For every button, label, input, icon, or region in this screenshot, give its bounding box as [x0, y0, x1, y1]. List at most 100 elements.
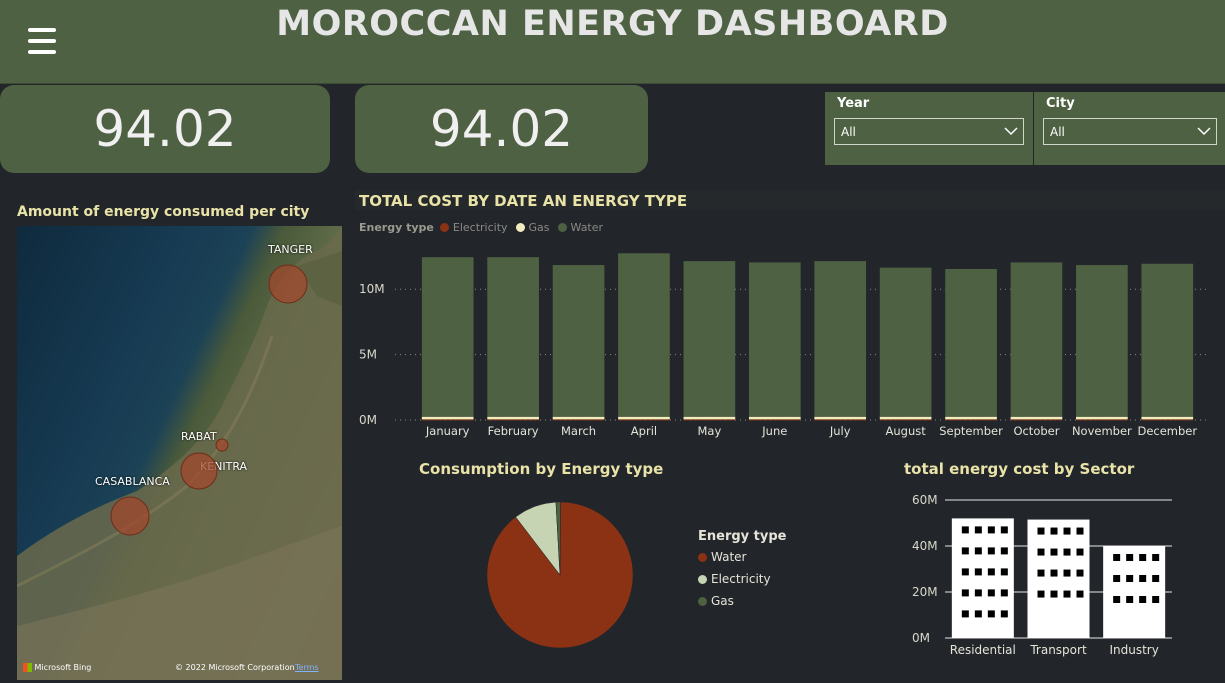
bar-gas[interactable] — [1141, 416, 1194, 420]
cost-bar-chart[interactable]: 0M 5M 10M January February March April May June J… — [355, 240, 1225, 450]
sector-bar-residential[interactable] — [951, 518, 1014, 638]
energy-map[interactable]: TANGER RABAT KENITRA CASABLANCA Microsof… — [17, 226, 342, 680]
bar-water[interactable] — [618, 253, 670, 417]
map-terrain — [17, 226, 342, 680]
y-tick-label: 10M — [359, 282, 385, 296]
bar-water[interactable] — [421, 257, 474, 417]
bar-gas[interactable] — [1076, 416, 1128, 420]
bar-gas[interactable] — [879, 416, 932, 420]
pie-legend-item-gas[interactable]: Gas — [698, 594, 786, 608]
window-icon — [1000, 526, 1008, 534]
consumption-pie-chart[interactable] — [480, 495, 640, 655]
kpi-card-2: 94.02 — [355, 85, 648, 173]
pie-legend-item-water[interactable]: Water — [698, 550, 786, 564]
bar-water[interactable] — [945, 268, 997, 417]
windows-logo-icon — [23, 663, 32, 672]
window-icon — [1076, 590, 1084, 598]
window-icon — [974, 526, 982, 534]
legend-electricity-dot — [698, 574, 707, 584]
bubble-rabat[interactable] — [215, 438, 229, 452]
bar-electricity[interactable] — [748, 419, 801, 421]
city-label-casablanca: CASABLANCA — [95, 475, 170, 488]
bar-electricity[interactable] — [618, 419, 670, 421]
building-bar[interactable] — [1103, 546, 1166, 638]
x-tick-label: March — [561, 424, 596, 438]
pie-legend-title: Energy type — [698, 529, 787, 544]
window-icon — [974, 547, 982, 555]
year-dropdown-value: All — [841, 125, 856, 139]
window-icon — [1050, 527, 1058, 535]
x-tick-label: January — [425, 424, 470, 438]
y-tick-label: 0M — [912, 631, 930, 645]
dashboard-title: MOROCCAN ENERGY DASHBOARD — [276, 4, 949, 44]
bar-electricity[interactable] — [879, 419, 932, 421]
bar-electricity[interactable] — [1076, 419, 1128, 421]
bar-water[interactable] — [487, 257, 539, 417]
bar-gas[interactable] — [552, 416, 605, 420]
bar-gas[interactable] — [487, 416, 539, 420]
bar-gas[interactable] — [748, 416, 801, 420]
pie-slice-gas[interactable] — [555, 501, 561, 576]
bubble-tanger[interactable] — [268, 264, 308, 304]
sector-chart-title: total energy cost by Sector — [904, 460, 1135, 478]
window-icon — [987, 589, 995, 597]
sector-bar-transport[interactable] — [1027, 519, 1090, 638]
bar-electricity[interactable] — [1141, 419, 1194, 421]
bar-water[interactable] — [1141, 263, 1194, 417]
bar-electricity[interactable] — [683, 419, 736, 421]
y-tick-label: 60M — [912, 493, 938, 507]
window-icon — [1037, 527, 1045, 535]
bar-electricity[interactable] — [814, 419, 867, 421]
bar-gas[interactable] — [945, 416, 997, 420]
window-icon — [1152, 554, 1160, 561]
x-tick-label: October — [1013, 424, 1059, 438]
x-tick-label: September — [939, 424, 1003, 438]
bubble-kenitra[interactable] — [180, 452, 218, 490]
city-dropdown[interactable]: All — [1043, 118, 1217, 145]
map-terms-link[interactable]: Terms — [295, 663, 319, 672]
bar-gas[interactable] — [421, 416, 474, 420]
bar-electricity[interactable] — [1010, 419, 1063, 421]
window-icon — [1076, 527, 1084, 535]
legend-electricity-dot — [439, 223, 449, 232]
legend-gas[interactable]: Gas — [528, 221, 550, 234]
sector-bar-industry[interactable] — [1103, 546, 1166, 638]
bubble-casablanca[interactable] — [110, 496, 150, 536]
bar-electricity[interactable] — [421, 419, 474, 421]
year-dropdown[interactable]: All — [834, 118, 1024, 145]
building-bar[interactable] — [951, 518, 1014, 638]
legend-electricity[interactable]: Electricity — [452, 221, 508, 234]
bar-gas[interactable] — [683, 416, 736, 420]
pie-legend: Energy type Water Electricity Gas — [698, 529, 786, 616]
bar-electricity[interactable] — [945, 419, 997, 421]
bar-water[interactable] — [683, 261, 736, 417]
bar-water[interactable] — [814, 261, 867, 417]
window-icon — [1152, 575, 1160, 582]
hamburger-menu-icon[interactable] — [28, 28, 56, 56]
bar-water[interactable] — [1010, 262, 1063, 417]
bar-water[interactable] — [1076, 265, 1128, 417]
kpi-card-1: 94.02 — [0, 85, 330, 173]
city-slicer: City All — [1034, 92, 1225, 165]
x-tick-label: December — [1137, 424, 1197, 438]
legend-gas-dot — [515, 223, 525, 232]
bar-water[interactable] — [748, 262, 801, 417]
pie-legend-item-electricity[interactable]: Electricity — [698, 572, 786, 586]
bar-gas[interactable] — [618, 416, 670, 420]
bar-water[interactable] — [552, 265, 605, 417]
bar-electricity[interactable] — [487, 419, 539, 421]
bar-gas[interactable] — [1010, 416, 1063, 420]
bar-electricity[interactable] — [552, 419, 605, 421]
cost-chart-title: TOTAL COST BY DATE AN ENERGY TYPE — [359, 192, 688, 210]
sector-cost-chart[interactable]: 0M 20M 40M 60M Residential Transport Industry — [900, 490, 1200, 680]
bar-water[interactable] — [879, 267, 932, 417]
legend-title: Energy type — [359, 221, 434, 234]
window-icon — [974, 610, 982, 618]
x-tick-label: Residential — [950, 643, 1016, 657]
bar-gas[interactable] — [814, 416, 867, 420]
building-bar[interactable] — [1027, 519, 1090, 638]
legend-gas-dot — [698, 596, 707, 606]
legend-water[interactable]: Water — [570, 221, 604, 234]
window-icon — [961, 589, 969, 597]
window-icon — [1000, 589, 1008, 597]
